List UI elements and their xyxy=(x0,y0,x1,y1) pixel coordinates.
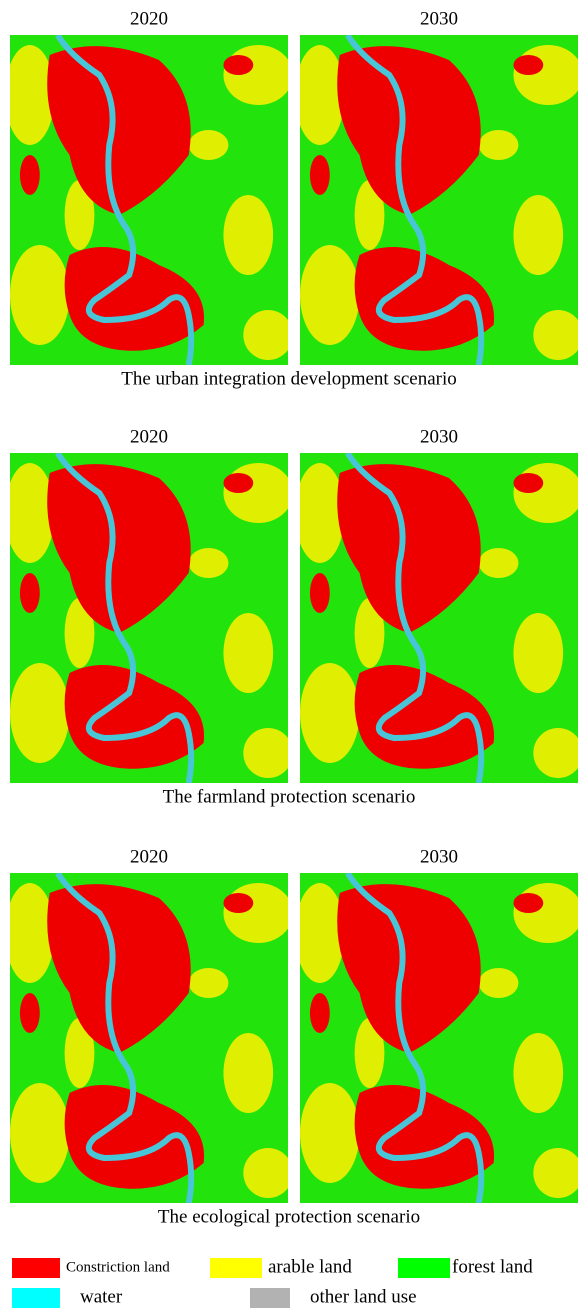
land-use-map xyxy=(295,35,578,365)
year-label: 2030 xyxy=(420,846,458,867)
figure: 2020 2030 The urban integration developmen… xyxy=(0,0,578,1315)
legend-swatch xyxy=(210,1258,262,1278)
land-use-map xyxy=(5,453,293,783)
legend-swatch xyxy=(12,1258,60,1278)
scenario-caption: The ecological protection scenario xyxy=(158,1206,420,1227)
legend-swatch xyxy=(12,1288,60,1308)
legend-swatch xyxy=(398,1258,450,1278)
land-use-map xyxy=(295,873,578,1203)
legend-label: forest land xyxy=(452,1256,533,1277)
scenario-caption: The urban integration development scenar… xyxy=(121,368,457,389)
scenario-caption: The farmland protection scenario xyxy=(163,786,416,807)
year-label: 2030 xyxy=(420,426,458,447)
year-label: 2020 xyxy=(130,426,168,447)
year-label: 2020 xyxy=(130,846,168,867)
legend-label: Constriction land xyxy=(66,1259,170,1275)
land-use-map xyxy=(295,453,578,783)
legend-label: arable land xyxy=(268,1256,352,1277)
year-label: 2020 xyxy=(130,8,168,29)
land-use-map xyxy=(5,873,293,1203)
land-use-map xyxy=(5,35,293,365)
year-label: 2030 xyxy=(420,8,458,29)
legend-label: water xyxy=(80,1286,123,1307)
legend-swatch xyxy=(250,1288,290,1308)
legend-label: other land use xyxy=(310,1286,417,1307)
